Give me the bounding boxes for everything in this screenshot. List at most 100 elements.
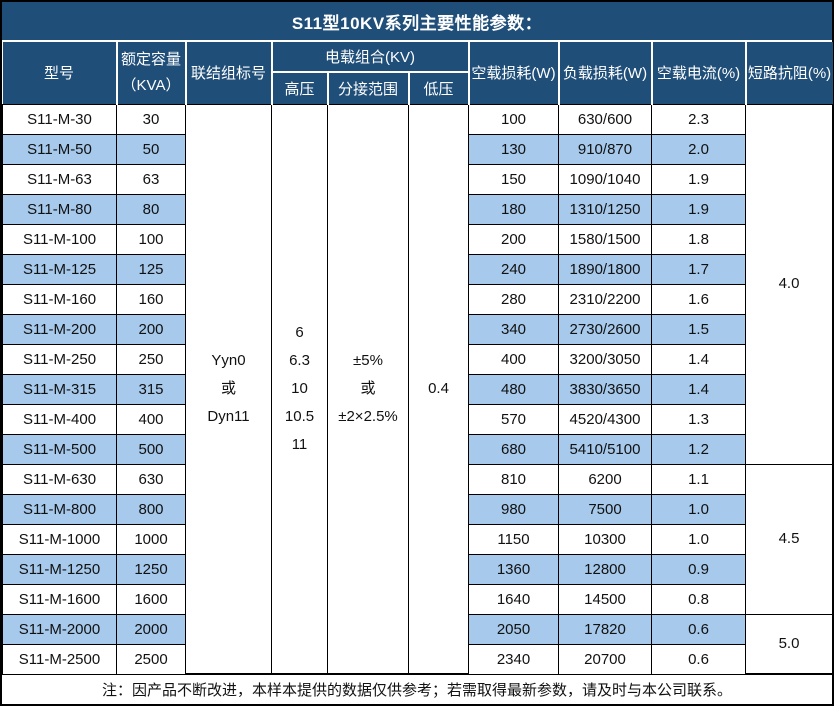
- model-cell: S11-M-630: [2, 463, 117, 495]
- load-loss-cell: 630/600: [558, 103, 652, 135]
- table-row: S11-M-80 80 180 1310/1250 1.9: [2, 193, 833, 225]
- col-header-load-loss: 负载损耗(W): [557, 42, 653, 105]
- table-row: S11-M-125 125 240 1890/1800 1.7: [2, 253, 833, 285]
- header-row-main: 型号 额定容量 （KVA） 联结组标号 电载组合(KV) 空载损耗(W) 负载损…: [2, 42, 833, 105]
- capacity-cell: 2000: [116, 613, 186, 645]
- no-load-loss-cell: 150: [468, 163, 559, 195]
- table-row: S11-M-50 50 130 910/870 2.0: [2, 133, 833, 165]
- table-row: S11-M-160 160 280 2310/2200 1.6: [2, 283, 833, 315]
- hv-cell: 6 6.3 10 10.5 11: [271, 103, 328, 674]
- col-header-hv: 高压: [271, 71, 329, 105]
- load-loss-cell: 3830/3650: [558, 373, 652, 405]
- model-cell: S11-M-250: [2, 343, 117, 375]
- load-loss-cell: 1580/1500: [558, 223, 652, 255]
- no-load-loss-cell: 200: [468, 223, 559, 255]
- capacity-cell: 800: [116, 493, 186, 525]
- table-row: S11-M-2000 2000 2050 17820 0.6 5.0: [2, 613, 833, 674]
- model-cell: S11-M-1600: [2, 583, 117, 615]
- model-cell: S11-M-2000: [2, 613, 117, 645]
- model-cell: S11-M-50: [2, 133, 117, 165]
- no-load-loss-cell: 480: [468, 373, 559, 405]
- model-cell: S11-M-63: [2, 163, 117, 195]
- no-load-current-cell: 1.5: [651, 313, 746, 345]
- no-load-loss-cell: 1150: [468, 523, 559, 555]
- model-cell: S11-M-1250: [2, 553, 117, 585]
- table-row: S11-M-1600 1600 1640 14500 0.8: [2, 583, 833, 615]
- load-loss-cell: 1890/1800: [558, 253, 652, 285]
- no-load-current-cell: 0.9: [651, 553, 746, 585]
- no-load-loss-cell: 2340: [468, 643, 559, 674]
- table-row: S11-M-200 200 340 2730/2600 1.5: [2, 313, 833, 345]
- capacity-cell: 630: [116, 463, 186, 495]
- header-row-sub: 高压 分接范围 低压: [3, 71, 833, 105]
- table-row: S11-M-250 250 400 3200/3050 1.4: [2, 343, 833, 375]
- table-header: 型号 额定容量 （KVA） 联结组标号 电载组合(KV) 空载损耗(W) 负载损…: [2, 42, 833, 105]
- no-load-loss-cell: 1640: [468, 583, 559, 615]
- no-load-loss-cell: 1360: [468, 553, 559, 585]
- no-load-loss-cell: 980: [468, 493, 559, 525]
- capacity-cell: 1250: [116, 553, 186, 585]
- table-row: S11-M-30 30 Yyn0 或 Dyn11 6 6.3 10 10.5 11 ±5…: [2, 103, 833, 674]
- load-loss-cell: 17820: [558, 613, 652, 645]
- impedance-cell: 5.0: [745, 613, 833, 674]
- no-load-loss-cell: 2050: [468, 613, 559, 645]
- model-cell: S11-M-2500: [2, 643, 117, 674]
- no-load-current-cell: 1.4: [651, 343, 746, 375]
- no-load-loss-cell: 280: [468, 283, 559, 315]
- table-row: S11-M-800 800 980 7500 1.0: [2, 493, 833, 525]
- model-cell: S11-M-315: [2, 373, 117, 405]
- col-header-no-load-loss: 空载损耗(W): [467, 42, 560, 105]
- no-load-current-cell: 1.9: [651, 193, 746, 225]
- no-load-loss-cell: 810: [468, 463, 559, 495]
- no-load-current-cell: 1.6: [651, 283, 746, 315]
- capacity-cell: 250: [116, 343, 186, 375]
- capacity-cell: 160: [116, 283, 186, 315]
- load-loss-cell: 10300: [558, 523, 652, 555]
- capacity-cell: 200: [116, 313, 186, 345]
- no-load-loss-cell: 340: [468, 313, 559, 345]
- load-loss-cell: 2310/2200: [558, 283, 652, 315]
- col-header-capacity-line1: 额定容量: [120, 50, 181, 68]
- no-load-current-cell: 1.4: [651, 373, 746, 405]
- col-header-capacity: 额定容量 （KVA）: [115, 42, 187, 105]
- col-header-no-load-current: 空载电流(%): [650, 42, 747, 105]
- capacity-cell: 1000: [116, 523, 186, 555]
- capacity-cell: 1600: [116, 583, 186, 615]
- table-row: S11-M-500 500 680 5410/5100 1.2: [2, 433, 833, 465]
- no-load-current-cell: 1.7: [651, 253, 746, 285]
- model-cell: S11-M-400: [2, 403, 117, 435]
- load-loss-cell: 7500: [558, 493, 652, 525]
- load-loss-cell: 20700: [558, 643, 652, 674]
- capacity-cell: 400: [116, 403, 186, 435]
- load-loss-cell: 4520/4300: [558, 403, 652, 435]
- load-loss-cell: 2730/2600: [558, 313, 652, 345]
- no-load-current-cell: 1.3: [651, 403, 746, 435]
- table-body: S11-M-30 30 Yyn0 或 Dyn11 6 6.3 10 10.5 11 ±5…: [2, 103, 833, 674]
- load-loss-cell: 12800: [558, 553, 652, 585]
- model-cell: S11-M-80: [2, 193, 117, 225]
- load-loss-cell: 1310/1250: [558, 193, 652, 225]
- capacity-cell: 315: [116, 373, 186, 405]
- model-cell: S11-M-30: [2, 103, 117, 135]
- col-header-connection: 联结组标号: [184, 42, 273, 105]
- col-header-capacity-line2: （KVA）: [121, 76, 181, 94]
- capacity-cell: 125: [116, 253, 186, 285]
- no-load-current-cell: 1.9: [651, 163, 746, 195]
- col-header-impedance: 短路抗阻(%): [744, 42, 833, 105]
- no-load-current-cell: 1.2: [651, 433, 746, 465]
- footer-note: 注：因产品不断改进，本样本提供的数据仅供参考；若需取得最新参数，请及时与本公司联…: [2, 674, 832, 704]
- table-row: S11-M-630 630 810 6200 1.1 4.5: [2, 463, 833, 615]
- model-cell: S11-M-160: [2, 283, 117, 315]
- col-header-model: 型号: [2, 42, 118, 105]
- model-cell: S11-M-200: [2, 313, 117, 345]
- table-row: S11-M-100 100 200 1580/1500 1.8: [2, 223, 833, 255]
- capacity-cell: 30: [116, 103, 186, 135]
- table-row: S11-M-400 400 570 4520/4300 1.3: [2, 403, 833, 435]
- no-load-current-cell: 0.6: [651, 613, 746, 645]
- model-cell: S11-M-500: [2, 433, 117, 465]
- no-load-loss-cell: 100: [468, 103, 559, 135]
- no-load-loss-cell: 180: [468, 193, 559, 225]
- load-loss-cell: 6200: [558, 463, 652, 495]
- load-loss-cell: 1090/1040: [558, 163, 652, 195]
- table-row: S11-M-315 315 480 3830/3650 1.4: [2, 373, 833, 405]
